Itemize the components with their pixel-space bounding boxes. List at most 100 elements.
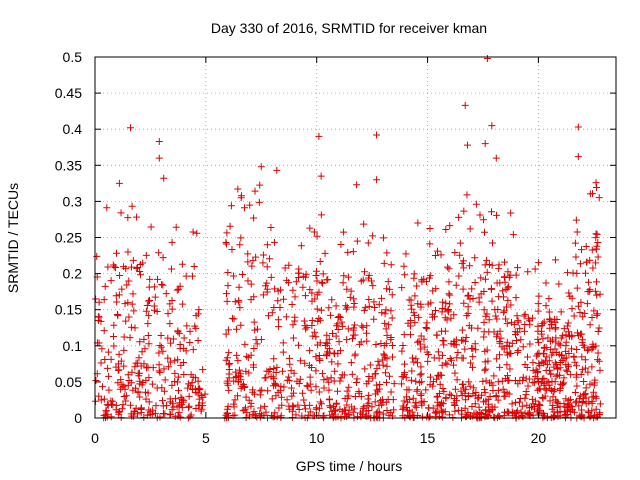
- data-point: [586, 380, 594, 388]
- data-point: [463, 312, 471, 320]
- data-point: [459, 354, 467, 362]
- data-point: [242, 367, 250, 375]
- data-point: [192, 389, 200, 397]
- x-tick-label: 20: [531, 430, 547, 446]
- data-point: [155, 137, 163, 145]
- data-point: [223, 379, 231, 387]
- data-point: [553, 398, 561, 406]
- data-point: [594, 238, 602, 246]
- data-point: [291, 293, 299, 301]
- data-point: [316, 398, 324, 406]
- data-point: [122, 397, 130, 405]
- data-point: [588, 313, 596, 321]
- data-point: [234, 378, 242, 386]
- data-point: [306, 401, 314, 409]
- data-point: [136, 338, 144, 346]
- data-point: [385, 321, 393, 329]
- data-point: [133, 263, 141, 271]
- data-point: [504, 268, 512, 276]
- data-point: [150, 306, 158, 314]
- data-point: [481, 366, 489, 374]
- data-point: [581, 356, 589, 364]
- data-point: [246, 201, 254, 209]
- data-point: [133, 213, 141, 221]
- data-point: [434, 247, 442, 255]
- data-point: [153, 275, 161, 283]
- data-point: [166, 411, 174, 419]
- data-point: [580, 377, 588, 385]
- data-point: [105, 372, 113, 380]
- data-point: [558, 357, 566, 365]
- data-point: [136, 271, 144, 279]
- data-point: [127, 263, 135, 271]
- data-point: [343, 413, 351, 421]
- data-point: [551, 378, 559, 386]
- data-point: [350, 324, 358, 332]
- data-point: [349, 248, 357, 256]
- data-point: [381, 310, 389, 318]
- data-point: [281, 264, 289, 272]
- data-point: [228, 245, 236, 253]
- data-point: [123, 281, 131, 289]
- data-point: [182, 347, 190, 355]
- data-point: [338, 318, 346, 326]
- data-point: [234, 392, 242, 400]
- data-point: [276, 303, 284, 311]
- data-point: [446, 390, 454, 398]
- data-point: [287, 384, 295, 392]
- data-point: [180, 334, 188, 342]
- data-point: [545, 295, 553, 303]
- data-point: [270, 304, 278, 312]
- data-point: [342, 305, 350, 313]
- data-point: [360, 306, 368, 314]
- data-point: [499, 385, 507, 393]
- data-point: [292, 278, 300, 286]
- data-point: [223, 229, 231, 237]
- data-point: [550, 388, 558, 396]
- data-point: [141, 345, 149, 353]
- data-point: [156, 413, 164, 421]
- data-point: [496, 337, 504, 345]
- data-point: [431, 251, 439, 259]
- data-point: [168, 406, 176, 414]
- data-point: [383, 285, 391, 293]
- data-point: [156, 368, 164, 376]
- data-point: [344, 248, 352, 256]
- data-point: [578, 330, 586, 338]
- data-point: [313, 305, 321, 313]
- data-point: [408, 354, 416, 362]
- data-point: [131, 407, 139, 415]
- data-point: [535, 339, 543, 347]
- data-point: [247, 351, 255, 359]
- data-point: [443, 316, 451, 324]
- data-point: [365, 391, 373, 399]
- data-point: [463, 412, 471, 420]
- data-point: [313, 277, 321, 285]
- data-point: [241, 204, 249, 212]
- data-point: [222, 240, 230, 248]
- data-point: [405, 386, 413, 394]
- data-point: [548, 405, 556, 413]
- data-point: [415, 337, 423, 345]
- data-point: [312, 333, 320, 341]
- data-point: [472, 200, 480, 208]
- data-point: [268, 309, 276, 317]
- data-point: [306, 224, 314, 232]
- data-point: [179, 398, 187, 406]
- data-point: [586, 256, 594, 264]
- y-tick-label: 0.35: [55, 157, 82, 173]
- data-point: [326, 402, 334, 410]
- data-point: [430, 313, 438, 321]
- data-point: [360, 403, 368, 411]
- data-point: [349, 408, 357, 416]
- data-point: [199, 402, 207, 410]
- data-point: [140, 335, 148, 343]
- data-point: [439, 336, 447, 344]
- data-point: [231, 298, 239, 306]
- data-point: [540, 381, 548, 389]
- data-point: [316, 316, 324, 324]
- data-point: [520, 327, 528, 335]
- data-point: [358, 322, 366, 330]
- data-point: [333, 322, 341, 330]
- data-point: [438, 308, 446, 316]
